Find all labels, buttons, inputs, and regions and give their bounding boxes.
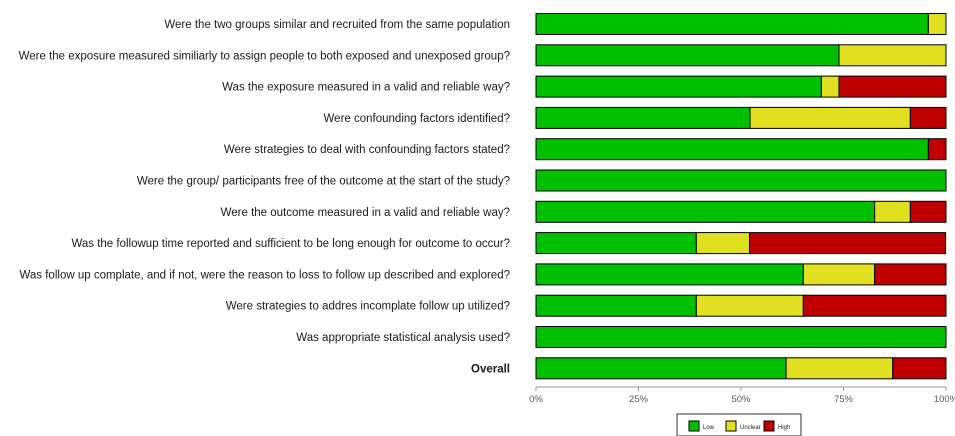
stacked-bars [535,13,947,380]
bar-segment-unclear [785,357,894,380]
category-label: Was follow up complate, and if not, were… [19,269,510,281]
x-tick-label: 75% [834,394,854,405]
legend-swatch-low [688,420,700,432]
legend-swatch-high [763,420,775,432]
legend: Low Unclear High [676,413,802,436]
legend-label-unclear: Unclear [740,425,761,431]
bar-segment-low [535,200,876,223]
x-tick-label: 100% [934,394,955,405]
bar-segment-low [535,263,804,286]
x-tick-label: 25% [629,394,649,405]
bar-segment-low [535,106,751,129]
bar-segment-low [535,357,787,380]
bar-segment-low [535,169,947,192]
bar-segment-unclear [838,44,947,67]
bar-segment-low [535,44,840,67]
legend-label-low: Low [703,425,715,431]
bar-segment-unclear [749,106,911,129]
bar-segment-high [874,263,947,286]
bar-segment-unclear [927,13,947,35]
bar-segment-unclear [695,294,804,317]
category-label: Was the exposure measured in a valid and… [222,82,510,94]
bar-segment-high [927,138,947,161]
bar-segment-low [535,326,947,348]
bar-segment-high [749,232,947,255]
category-label: Were the two groups similar and recruite… [164,19,510,31]
bar-segment-unclear [820,75,840,98]
category-label: Was appropriate statistical analysis use… [296,332,510,344]
bar-segment-low [535,13,929,35]
category-label: Was the followup time reported and suffi… [71,238,510,250]
category-label: Were the outcome measured in a valid and… [221,207,510,219]
bar-segment-high [892,357,947,380]
bar-segment-unclear [695,232,751,255]
category-label: Were the group/ participants free of the… [137,176,510,188]
bar-segment-high [802,294,947,317]
bar-segment-unclear [874,200,911,223]
bar-segment-high [909,106,947,129]
category-label: Overall [471,363,510,375]
bar-segment-low [535,294,697,317]
bar-segment-low [535,75,822,98]
category-label: Were confounding factors identified? [324,113,510,125]
x-axis: 0% 25% 50% 75% 100% [529,386,955,405]
category-label: Were the exposure measured similiarly to… [19,50,510,62]
bar-segment-unclear [802,263,876,286]
category-label: Were strategies to addres incomplate fol… [226,301,510,313]
category-labels: Were the two groups similar and recruite… [19,19,510,375]
bar-segment-high [838,75,947,98]
x-tick-label: 50% [731,394,751,405]
bar-segment-low [535,138,929,161]
bar-segment-high [909,200,947,223]
x-tick-label: 0% [529,394,543,405]
category-label: Were strategies to deal with confounding… [224,144,510,156]
legend-swatch-unclear [725,420,737,432]
bar-segment-low [535,232,697,255]
legend-label-high: High [778,425,790,431]
